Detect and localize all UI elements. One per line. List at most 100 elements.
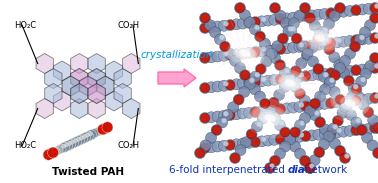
Circle shape <box>335 63 345 74</box>
Circle shape <box>212 125 221 135</box>
Circle shape <box>307 40 318 51</box>
Polygon shape <box>88 83 105 104</box>
Circle shape <box>276 104 285 114</box>
Circle shape <box>323 27 328 32</box>
Circle shape <box>226 140 235 150</box>
Polygon shape <box>79 76 97 96</box>
Circle shape <box>212 141 223 152</box>
Circle shape <box>367 140 378 151</box>
Circle shape <box>251 17 260 27</box>
Circle shape <box>335 94 345 105</box>
Circle shape <box>332 115 343 126</box>
Circle shape <box>256 136 267 147</box>
Ellipse shape <box>225 39 265 67</box>
Circle shape <box>212 51 223 62</box>
Circle shape <box>235 145 246 156</box>
Circle shape <box>351 125 362 136</box>
Circle shape <box>274 89 285 100</box>
Circle shape <box>71 140 74 144</box>
Circle shape <box>361 77 366 82</box>
Circle shape <box>262 15 273 26</box>
Circle shape <box>337 8 342 13</box>
Circle shape <box>359 27 370 38</box>
Circle shape <box>313 99 324 110</box>
Circle shape <box>313 39 324 50</box>
Circle shape <box>307 130 318 141</box>
Circle shape <box>355 34 366 45</box>
Circle shape <box>81 132 90 143</box>
Text: Twisted PAH: Twisted PAH <box>52 167 124 177</box>
Circle shape <box>309 20 321 31</box>
Circle shape <box>346 92 357 103</box>
Circle shape <box>230 153 240 163</box>
Circle shape <box>226 110 235 120</box>
Circle shape <box>73 139 77 143</box>
Polygon shape <box>105 91 122 111</box>
Circle shape <box>338 6 349 17</box>
Circle shape <box>195 147 206 158</box>
Circle shape <box>301 156 310 166</box>
Circle shape <box>290 75 295 80</box>
Circle shape <box>342 100 353 111</box>
Circle shape <box>372 147 378 158</box>
Circle shape <box>370 123 378 133</box>
Circle shape <box>357 4 368 15</box>
Circle shape <box>334 60 345 71</box>
Circle shape <box>209 27 220 38</box>
Polygon shape <box>114 68 131 89</box>
Circle shape <box>310 98 321 109</box>
Circle shape <box>299 12 304 17</box>
Circle shape <box>288 42 299 53</box>
Circle shape <box>330 70 340 80</box>
Circle shape <box>344 36 355 46</box>
Circle shape <box>363 3 374 14</box>
Circle shape <box>212 81 223 92</box>
Circle shape <box>240 70 251 81</box>
Circle shape <box>225 20 236 31</box>
Ellipse shape <box>301 24 339 52</box>
Circle shape <box>270 3 280 14</box>
Circle shape <box>351 5 362 16</box>
Circle shape <box>223 21 228 26</box>
Circle shape <box>200 83 211 94</box>
Circle shape <box>288 26 293 31</box>
Circle shape <box>290 127 301 138</box>
Circle shape <box>323 131 334 142</box>
Circle shape <box>319 98 330 109</box>
Circle shape <box>335 3 345 13</box>
Circle shape <box>274 148 285 159</box>
Circle shape <box>350 42 360 51</box>
Polygon shape <box>36 98 53 119</box>
Circle shape <box>223 111 228 116</box>
Circle shape <box>326 9 336 18</box>
Circle shape <box>45 148 56 159</box>
Circle shape <box>65 143 68 147</box>
Ellipse shape <box>314 34 326 42</box>
Circle shape <box>276 44 285 54</box>
Circle shape <box>330 138 341 149</box>
Circle shape <box>206 132 217 143</box>
Circle shape <box>318 139 330 150</box>
Circle shape <box>324 131 336 142</box>
Circle shape <box>68 141 71 145</box>
Polygon shape <box>53 91 71 111</box>
Circle shape <box>370 3 378 14</box>
Circle shape <box>296 58 307 69</box>
Circle shape <box>249 78 254 83</box>
Circle shape <box>294 88 305 99</box>
Circle shape <box>325 128 336 139</box>
Circle shape <box>251 107 260 117</box>
Circle shape <box>275 14 286 25</box>
Circle shape <box>243 47 254 58</box>
Circle shape <box>226 50 235 60</box>
Circle shape <box>288 132 299 143</box>
Circle shape <box>370 63 378 73</box>
Circle shape <box>51 147 60 156</box>
Circle shape <box>243 17 254 28</box>
Circle shape <box>305 163 316 173</box>
Ellipse shape <box>285 80 295 86</box>
Circle shape <box>200 143 211 154</box>
Circle shape <box>68 138 79 148</box>
Circle shape <box>325 98 336 109</box>
Circle shape <box>338 66 349 77</box>
